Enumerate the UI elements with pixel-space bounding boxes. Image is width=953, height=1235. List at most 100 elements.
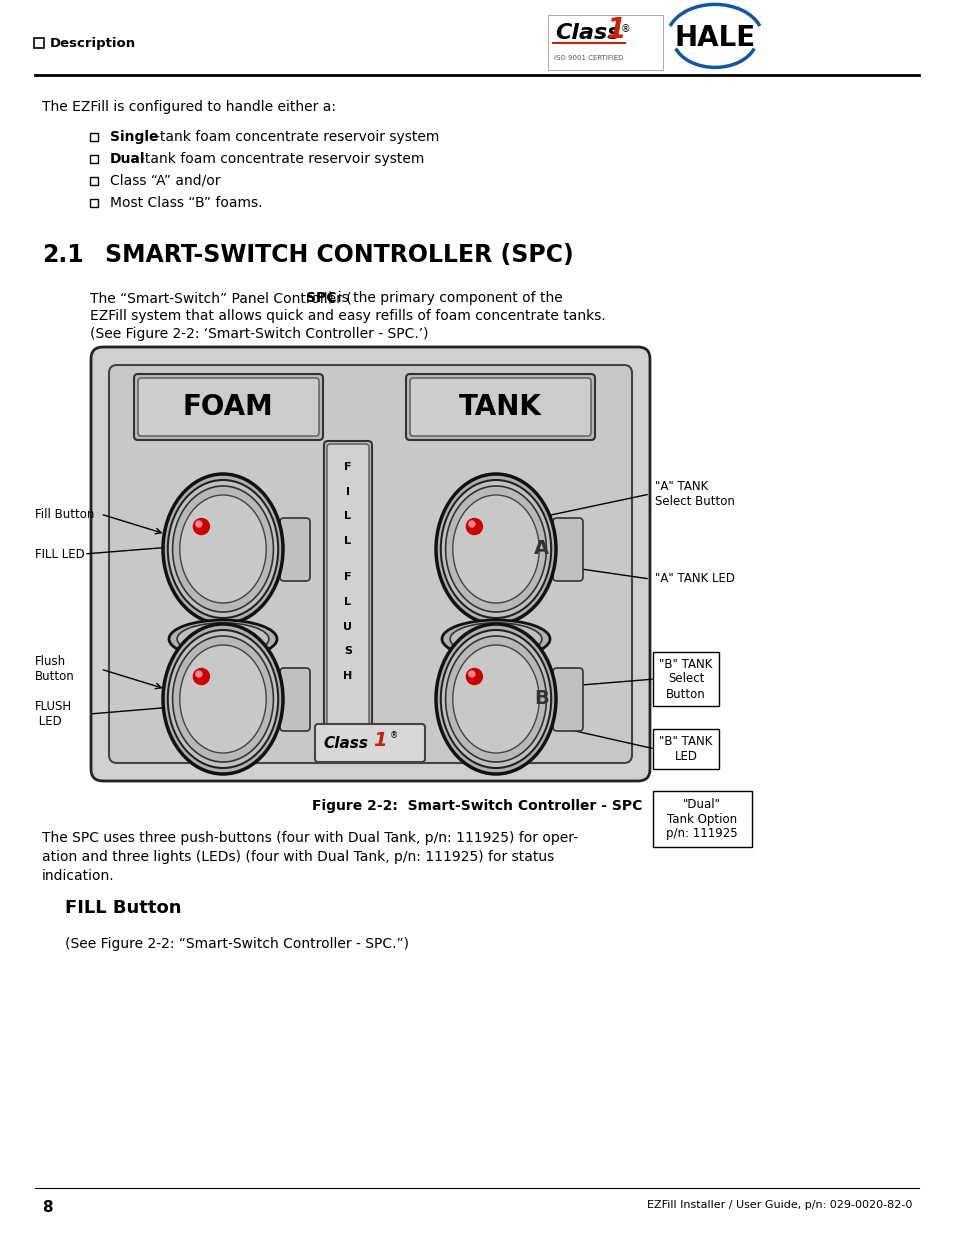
FancyBboxPatch shape	[133, 374, 323, 440]
FancyBboxPatch shape	[327, 445, 369, 740]
Ellipse shape	[436, 474, 556, 624]
Circle shape	[466, 519, 482, 535]
Ellipse shape	[172, 487, 274, 613]
Text: FOAM: FOAM	[182, 393, 274, 421]
Text: "B" TANK
LED: "B" TANK LED	[659, 735, 712, 763]
Ellipse shape	[445, 636, 546, 762]
Text: Description: Description	[50, 37, 136, 49]
Text: H: H	[343, 671, 353, 680]
FancyBboxPatch shape	[553, 517, 582, 580]
Ellipse shape	[188, 626, 258, 651]
Text: ation and three lights (LEDs) (four with Dual Tank, p/n: 111925) for status: ation and three lights (LEDs) (four with…	[42, 850, 554, 864]
Ellipse shape	[440, 480, 551, 618]
Text: HALE: HALE	[675, 23, 756, 52]
Text: Class: Class	[323, 736, 368, 751]
Text: I: I	[346, 487, 350, 496]
Ellipse shape	[179, 645, 266, 753]
Text: The SPC uses three push-buttons (four with Dual Tank, p/n: 111925) for oper-: The SPC uses three push-buttons (four wi…	[42, 831, 578, 845]
Ellipse shape	[163, 624, 283, 774]
Text: -tank foam concentrate reservoir system: -tank foam concentrate reservoir system	[140, 152, 424, 165]
Text: U: U	[343, 621, 352, 631]
Ellipse shape	[436, 624, 556, 774]
Text: F: F	[344, 573, 352, 583]
Ellipse shape	[453, 645, 538, 753]
Ellipse shape	[445, 487, 546, 613]
Text: Fill Button: Fill Button	[35, 508, 94, 520]
FancyBboxPatch shape	[280, 517, 310, 580]
Text: 1: 1	[606, 16, 625, 44]
Text: "A" TANK LED: "A" TANK LED	[655, 573, 734, 585]
Text: EZFill system that allows quick and easy refills of foam concentrate tanks.: EZFill system that allows quick and easy…	[90, 309, 605, 324]
Ellipse shape	[177, 622, 269, 655]
Text: -tank foam concentrate reservoir system: -tank foam concentrate reservoir system	[154, 130, 439, 144]
Circle shape	[193, 668, 209, 684]
FancyBboxPatch shape	[314, 724, 424, 762]
Circle shape	[195, 671, 202, 677]
FancyBboxPatch shape	[138, 378, 318, 436]
Text: Class: Class	[555, 23, 619, 43]
Text: L: L	[344, 536, 351, 546]
Text: Class “A” and/or: Class “A” and/or	[110, 174, 220, 188]
Ellipse shape	[453, 495, 538, 603]
Ellipse shape	[168, 630, 278, 768]
Circle shape	[469, 671, 475, 677]
Text: "B" TANK
Select
Button: "B" TANK Select Button	[659, 657, 712, 700]
Ellipse shape	[450, 622, 541, 655]
Ellipse shape	[440, 630, 551, 768]
Ellipse shape	[441, 620, 550, 658]
Text: Flush
Button: Flush Button	[35, 655, 74, 683]
FancyBboxPatch shape	[553, 668, 582, 731]
Circle shape	[195, 521, 202, 527]
Text: L: L	[344, 511, 351, 521]
Text: indication.: indication.	[42, 869, 114, 883]
FancyBboxPatch shape	[652, 790, 751, 847]
Text: B: B	[534, 689, 548, 709]
Ellipse shape	[163, 474, 283, 624]
FancyBboxPatch shape	[652, 729, 719, 769]
Text: ®: ®	[390, 731, 397, 740]
Text: (See Figure 2-2: “Smart-Switch Controller - SPC.”): (See Figure 2-2: “Smart-Switch Controlle…	[65, 937, 409, 951]
Text: "A" TANK
Select Button: "A" TANK Select Button	[655, 480, 734, 508]
Text: S: S	[344, 646, 352, 656]
Ellipse shape	[172, 636, 274, 762]
FancyBboxPatch shape	[652, 652, 719, 706]
Text: ®: ®	[620, 23, 630, 35]
Ellipse shape	[179, 495, 266, 603]
Text: SPC: SPC	[306, 291, 336, 305]
Text: TANK: TANK	[458, 393, 541, 421]
Text: ) is the primary component of the: ) is the primary component of the	[328, 291, 562, 305]
Text: The “Smart-Switch” Panel Controller (: The “Smart-Switch” Panel Controller (	[90, 291, 352, 305]
Text: SMART-SWITCH CONTROLLER (SPC): SMART-SWITCH CONTROLLER (SPC)	[105, 243, 573, 267]
Text: Single: Single	[110, 130, 158, 144]
Text: Most Class “B” foams.: Most Class “B” foams.	[110, 196, 262, 210]
Text: FLUSH
 LED: FLUSH LED	[35, 700, 72, 727]
Text: 1: 1	[373, 731, 386, 751]
Text: F: F	[344, 462, 352, 472]
Text: FILL LED: FILL LED	[35, 547, 85, 561]
Text: EZFill Installer / User Guide, p/n: 029-0020-82-0: EZFill Installer / User Guide, p/n: 029-…	[646, 1200, 911, 1210]
Circle shape	[193, 519, 209, 535]
Ellipse shape	[169, 620, 276, 658]
Circle shape	[469, 521, 475, 527]
Text: L: L	[344, 597, 351, 606]
Circle shape	[466, 668, 482, 684]
Text: FILL Button: FILL Button	[65, 899, 181, 918]
Ellipse shape	[168, 480, 278, 618]
FancyBboxPatch shape	[547, 15, 662, 70]
FancyBboxPatch shape	[410, 378, 590, 436]
Text: The EZFill is configured to handle either a:: The EZFill is configured to handle eithe…	[42, 100, 335, 114]
Text: 2.1: 2.1	[42, 243, 84, 267]
Text: Dual: Dual	[110, 152, 146, 165]
Text: Figure 2-2:  Smart-Switch Controller - SPC: Figure 2-2: Smart-Switch Controller - SP…	[312, 799, 641, 813]
Ellipse shape	[460, 626, 531, 651]
FancyBboxPatch shape	[91, 347, 649, 781]
Text: 8: 8	[42, 1200, 52, 1215]
Text: (See Figure 2-2: ‘Smart-Switch Controller - SPC.’): (See Figure 2-2: ‘Smart-Switch Controlle…	[90, 327, 428, 341]
FancyBboxPatch shape	[109, 366, 631, 763]
FancyBboxPatch shape	[324, 441, 372, 743]
Text: ISO 9001 CERTIFIED: ISO 9001 CERTIFIED	[554, 56, 623, 61]
Text: A: A	[534, 540, 549, 558]
Text: "Dual"
Tank Option
p/n: 111925: "Dual" Tank Option p/n: 111925	[665, 798, 737, 841]
FancyBboxPatch shape	[406, 374, 595, 440]
FancyBboxPatch shape	[280, 668, 310, 731]
